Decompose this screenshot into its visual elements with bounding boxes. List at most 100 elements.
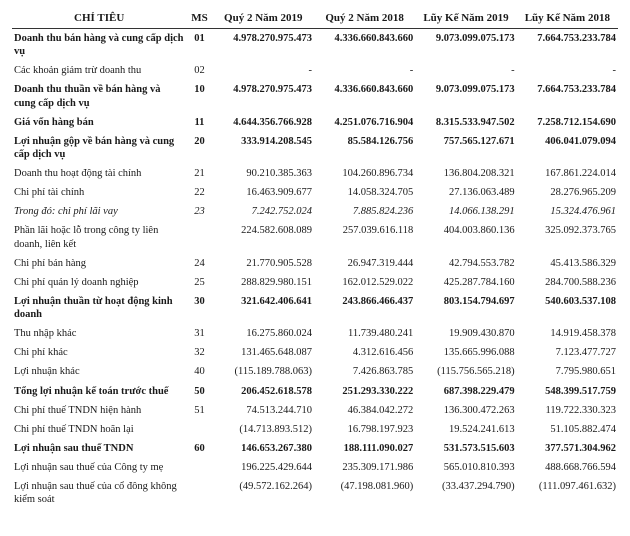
row-value: (47.198.081.960): [314, 477, 415, 509]
row-value: 206.452.618.578: [213, 382, 314, 401]
table-row: Các khoản giảm trừ doanh thu02----: [12, 61, 618, 80]
row-label: Phần lãi hoặc lỗ trong công ty liên doan…: [12, 221, 186, 253]
row-value: 4.336.660.843.660: [314, 80, 415, 112]
row-value: 14.919.458.378: [517, 324, 618, 343]
table-row: Lợi nhuận gộp về bán hàng và cung cấp dị…: [12, 132, 618, 164]
row-value: 90.210.385.363: [213, 164, 314, 183]
row-value: -: [213, 61, 314, 80]
row-label: Tổng lợi nhuận kế toán trước thuế: [12, 382, 186, 401]
row-value: 15.324.476.961: [517, 202, 618, 221]
row-label: Lợi nhuận sau thuế của Công ty mẹ: [12, 458, 186, 477]
row-label: Doanh thu thuần về bán hàng và cung cấp …: [12, 80, 186, 112]
row-value: 321.642.406.641: [213, 292, 314, 324]
row-value: 243.866.466.437: [314, 292, 415, 324]
table-row: Lợi nhuận khác40(115.189.788.063)7.426.8…: [12, 362, 618, 381]
row-label: Chi phí quản lý doanh nghiệp: [12, 273, 186, 292]
row-ms: [186, 477, 212, 509]
row-label: Doanh thu bán hàng và cung cấp dịch vụ: [12, 29, 186, 62]
row-value: 7.885.824.236: [314, 202, 415, 221]
row-ms: 23: [186, 202, 212, 221]
row-ms: 40: [186, 362, 212, 381]
table-row: Chi phí khác32131.465.648.0874.312.616.4…: [12, 343, 618, 362]
row-value: 224.582.608.089: [213, 221, 314, 253]
row-value: 51.105.882.474: [517, 420, 618, 439]
row-value: 7.795.980.651: [517, 362, 618, 381]
row-ms: [186, 420, 212, 439]
row-value: 540.603.537.108: [517, 292, 618, 324]
row-value: 162.012.529.022: [314, 273, 415, 292]
row-value: 333.914.208.545: [213, 132, 314, 164]
row-value: 235.309.171.986: [314, 458, 415, 477]
row-ms: 30: [186, 292, 212, 324]
row-ms: 10: [186, 80, 212, 112]
row-value: -: [314, 61, 415, 80]
row-ms: 11: [186, 113, 212, 132]
row-value: 9.073.099.075.173: [415, 29, 516, 62]
row-label: Các khoản giảm trừ doanh thu: [12, 61, 186, 80]
row-ms: 01: [186, 29, 212, 62]
row-value: -: [517, 61, 618, 80]
row-value: 548.399.517.759: [517, 382, 618, 401]
row-label: Chi phí bán hàng: [12, 254, 186, 273]
row-value: 74.513.244.710: [213, 401, 314, 420]
row-label: Lợi nhuận sau thuế TNDN: [12, 439, 186, 458]
row-ms: 50: [186, 382, 212, 401]
row-value: 4.251.076.716.904: [314, 113, 415, 132]
row-value: 146.653.267.380: [213, 439, 314, 458]
row-value: 188.111.090.027: [314, 439, 415, 458]
row-value: 406.041.079.094: [517, 132, 618, 164]
row-value: 7.123.477.727: [517, 343, 618, 362]
row-value: 687.398.229.479: [415, 382, 516, 401]
row-value: 257.039.616.118: [314, 221, 415, 253]
row-value: 196.225.429.644: [213, 458, 314, 477]
row-value: 325.092.373.765: [517, 221, 618, 253]
row-value: 136.300.472.263: [415, 401, 516, 420]
row-value: 288.829.980.151: [213, 273, 314, 292]
table-row: Tổng lợi nhuận kế toán trước thuế50206.4…: [12, 382, 618, 401]
table-row: Trong đó: chi phí lãi vay237.242.752.024…: [12, 202, 618, 221]
header-label: CHỈ TIÊU: [12, 8, 186, 29]
row-ms: 24: [186, 254, 212, 273]
row-ms: 32: [186, 343, 212, 362]
row-label: Chi phí thuế TNDN hiện hành: [12, 401, 186, 420]
row-value: 7.258.712.154.690: [517, 113, 618, 132]
row-value: (33.437.294.790): [415, 477, 516, 509]
row-value: (115.189.788.063): [213, 362, 314, 381]
row-value: 7.664.753.233.784: [517, 29, 618, 62]
row-value: 27.136.063.489: [415, 183, 516, 202]
row-ms: 22: [186, 183, 212, 202]
row-value: 42.794.553.782: [415, 254, 516, 273]
row-value: 488.668.766.594: [517, 458, 618, 477]
row-ms: 31: [186, 324, 212, 343]
row-value: 16.275.860.024: [213, 324, 314, 343]
row-value: 19.909.430.870: [415, 324, 516, 343]
row-value: 28.276.965.209: [517, 183, 618, 202]
table-row: Lợi nhuận thuần từ hoạt động kinh doanh3…: [12, 292, 618, 324]
table-row: Chi phí thuế TNDN hiện hành5174.513.244.…: [12, 401, 618, 420]
row-value: (14.713.893.512): [213, 420, 314, 439]
table-row: Chi phí quản lý doanh nghiệp25288.829.98…: [12, 273, 618, 292]
row-label: Chi phí tài chính: [12, 183, 186, 202]
row-value: 4.336.660.843.660: [314, 29, 415, 62]
table-row: Phần lãi hoặc lỗ trong công ty liên doan…: [12, 221, 618, 253]
row-value: 4.312.616.456: [314, 343, 415, 362]
financial-statement-table: CHỈ TIÊU MS Quý 2 Năm 2019 Quý 2 Năm 201…: [12, 8, 618, 509]
row-label: Thu nhập khác: [12, 324, 186, 343]
header-lk-2018: Lũy Kế Năm 2018: [517, 8, 618, 29]
table-row: Lợi nhuận sau thuế của cổ đông không kiể…: [12, 477, 618, 509]
table-row: Doanh thu bán hàng và cung cấp dịch vụ01…: [12, 29, 618, 62]
row-value: (111.097.461.632): [517, 477, 618, 509]
table-row: Thu nhập khác3116.275.860.02411.739.480.…: [12, 324, 618, 343]
row-value: (49.572.162.264): [213, 477, 314, 509]
row-value: 16.463.909.677: [213, 183, 314, 202]
header-q2-2018: Quý 2 Năm 2018: [314, 8, 415, 29]
table-row: Doanh thu thuần về bán hàng và cung cấp …: [12, 80, 618, 112]
row-value: 11.739.480.241: [314, 324, 415, 343]
row-ms: 25: [186, 273, 212, 292]
table-row: Lợi nhuận sau thuế của Công ty mẹ 196.225…: [12, 458, 618, 477]
table-header-row: CHỈ TIÊU MS Quý 2 Năm 2019 Quý 2 Năm 201…: [12, 8, 618, 29]
row-label: Lợi nhuận khác: [12, 362, 186, 381]
row-value: 136.804.208.321: [415, 164, 516, 183]
row-value: 7.426.863.785: [314, 362, 415, 381]
row-value: 425.287.784.160: [415, 273, 516, 292]
